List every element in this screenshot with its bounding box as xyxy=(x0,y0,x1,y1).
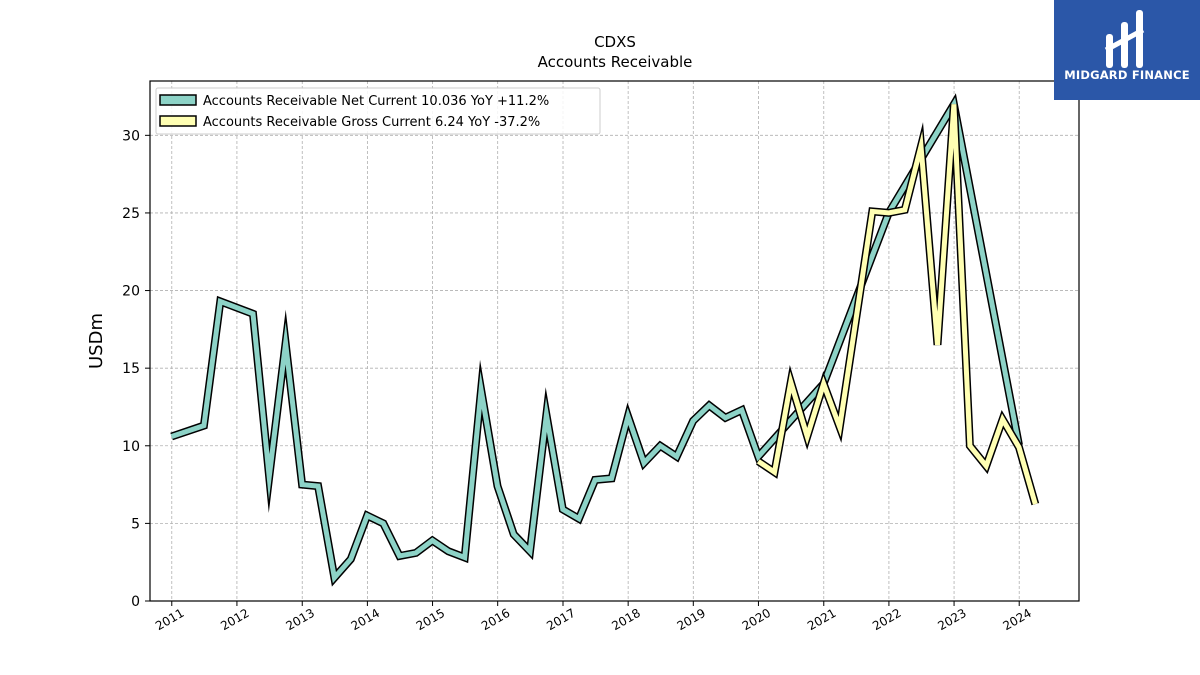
series-1-outline xyxy=(170,93,1023,587)
series-2 xyxy=(756,104,1040,506)
y-tick-label: 5 xyxy=(131,516,140,532)
legend-swatch xyxy=(159,115,197,127)
x-tick-label: 2020 xyxy=(740,606,773,633)
y-axis-label: USDm xyxy=(86,313,107,369)
legend-label: Accounts Receivable Net Current 10.036 Y… xyxy=(203,94,549,109)
plot-frame xyxy=(149,80,1080,602)
y-tick-label: 0 xyxy=(131,594,140,610)
x-tick-label: 2021 xyxy=(805,606,838,633)
x-tick-label: 2011 xyxy=(153,606,186,633)
series-layer xyxy=(170,93,1040,587)
x-tick-label: 2013 xyxy=(284,606,317,633)
x-tick-label: 2012 xyxy=(218,606,251,633)
legend-box xyxy=(155,87,601,135)
logo-text: MIDGARD FINANCE xyxy=(1064,68,1190,82)
chart-subtitle: Accounts Receivable xyxy=(538,53,693,71)
y-tick-label: 15 xyxy=(122,361,140,377)
legend-swatch xyxy=(159,94,197,106)
series-2-line xyxy=(756,104,1038,505)
grid xyxy=(150,81,1079,602)
x-tick-label: 2018 xyxy=(609,606,642,633)
x-tick-label: 2019 xyxy=(675,606,708,633)
y-tick-label: 30 xyxy=(122,128,140,144)
series-1-line xyxy=(170,97,1022,584)
legend-label: Accounts Receivable Gross Current 6.24 Y… xyxy=(203,115,540,130)
legend: Accounts Receivable Net Current 10.036 Y… xyxy=(155,87,601,135)
logo-mark-icon xyxy=(1054,0,1200,100)
x-tick-label: 2014 xyxy=(349,606,382,633)
x-tick-label: 2017 xyxy=(544,606,577,633)
chart-title: CDXS xyxy=(594,33,636,51)
y-tick-label: 20 xyxy=(122,284,140,300)
y-tick-label: 10 xyxy=(122,439,140,455)
x-tick-label: 2023 xyxy=(935,606,968,633)
y-tick-label: 25 xyxy=(122,206,140,222)
company-logo: MIDGARD FINANCE xyxy=(1054,0,1200,100)
x-tick-label: 2015 xyxy=(414,606,447,633)
x-tick-label: 2022 xyxy=(870,606,903,633)
x-tick-label: 2016 xyxy=(479,606,512,633)
x-tick-label: 2024 xyxy=(1000,606,1033,633)
series-1 xyxy=(170,93,1023,587)
